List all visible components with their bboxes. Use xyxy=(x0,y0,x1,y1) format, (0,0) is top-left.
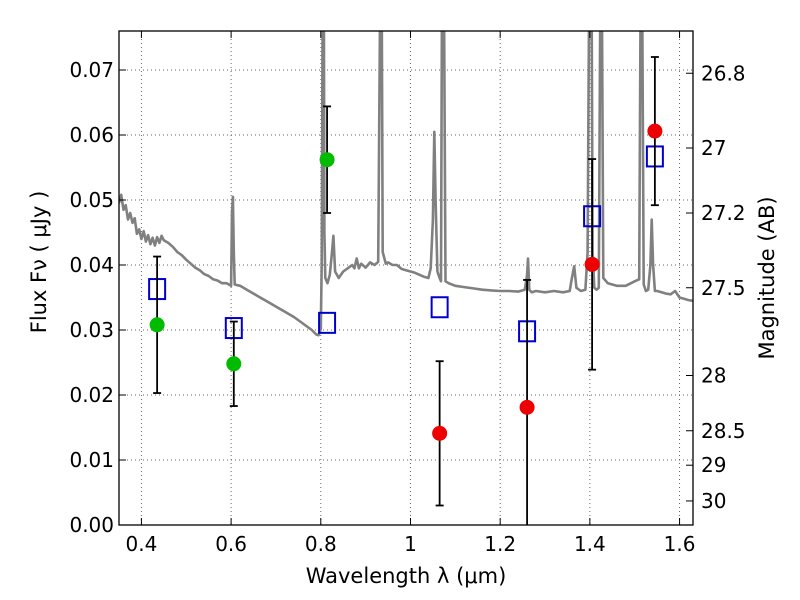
x-tick-label: 1.2 xyxy=(484,532,516,556)
plot-frame xyxy=(118,30,694,526)
right-tick-label: 27 xyxy=(701,136,726,160)
y-tick-label: 0.04 xyxy=(69,253,114,277)
photometry-point xyxy=(319,152,335,168)
model-band-square xyxy=(318,311,337,334)
photometry-point xyxy=(584,256,600,272)
x-tick-label: 1 xyxy=(404,532,417,556)
model-spectrum-line xyxy=(119,31,693,337)
y-tick-label: 0.00 xyxy=(69,513,114,537)
photometry-point xyxy=(432,425,448,441)
photometry-point xyxy=(647,123,663,139)
x-tick-label: 0.8 xyxy=(305,532,337,556)
model-band-square xyxy=(430,296,449,319)
y-tick-label: 0.01 xyxy=(69,448,114,472)
right-tick-label: 26.8 xyxy=(701,61,746,85)
axis-ticks: 0.4 0.6 0.8 1 1.2 1.4 1.6 0.00 0.01 0.02 0.03 0.04 0… xyxy=(69,31,746,556)
gridlines xyxy=(119,31,693,526)
x-tick-label: 1.6 xyxy=(664,532,696,556)
right-tick-label: 28 xyxy=(701,364,726,388)
right-tick-label: 28.5 xyxy=(701,419,746,443)
x-tick-label: 1.4 xyxy=(574,532,606,556)
x-tick-label: 0.6 xyxy=(215,532,247,556)
y-tick-label: 0.07 xyxy=(69,58,114,82)
photometry-point xyxy=(149,317,165,333)
photometry-point xyxy=(226,356,242,372)
photometry-point xyxy=(519,399,535,415)
right-axis-title: Magnitude (AB) xyxy=(755,196,779,359)
right-tick-label: 29 xyxy=(701,453,726,477)
x-axis-title: Wavelength λ (μm) xyxy=(306,564,507,588)
right-tick-label: 27.2 xyxy=(701,201,746,225)
y-tick-label: 0.06 xyxy=(69,123,114,147)
y-tick-label: 0.05 xyxy=(69,188,114,212)
x-tick-label: 0.4 xyxy=(126,532,158,556)
data-markers xyxy=(148,56,664,525)
y-tick-label: 0.02 xyxy=(69,383,114,407)
y-tick-label: 0.03 xyxy=(69,318,114,342)
right-tick-label: 30 xyxy=(701,489,726,513)
right-tick-label: 27.5 xyxy=(701,276,746,300)
y-axis-title: Flux Fν ( μJy ) xyxy=(27,191,51,334)
